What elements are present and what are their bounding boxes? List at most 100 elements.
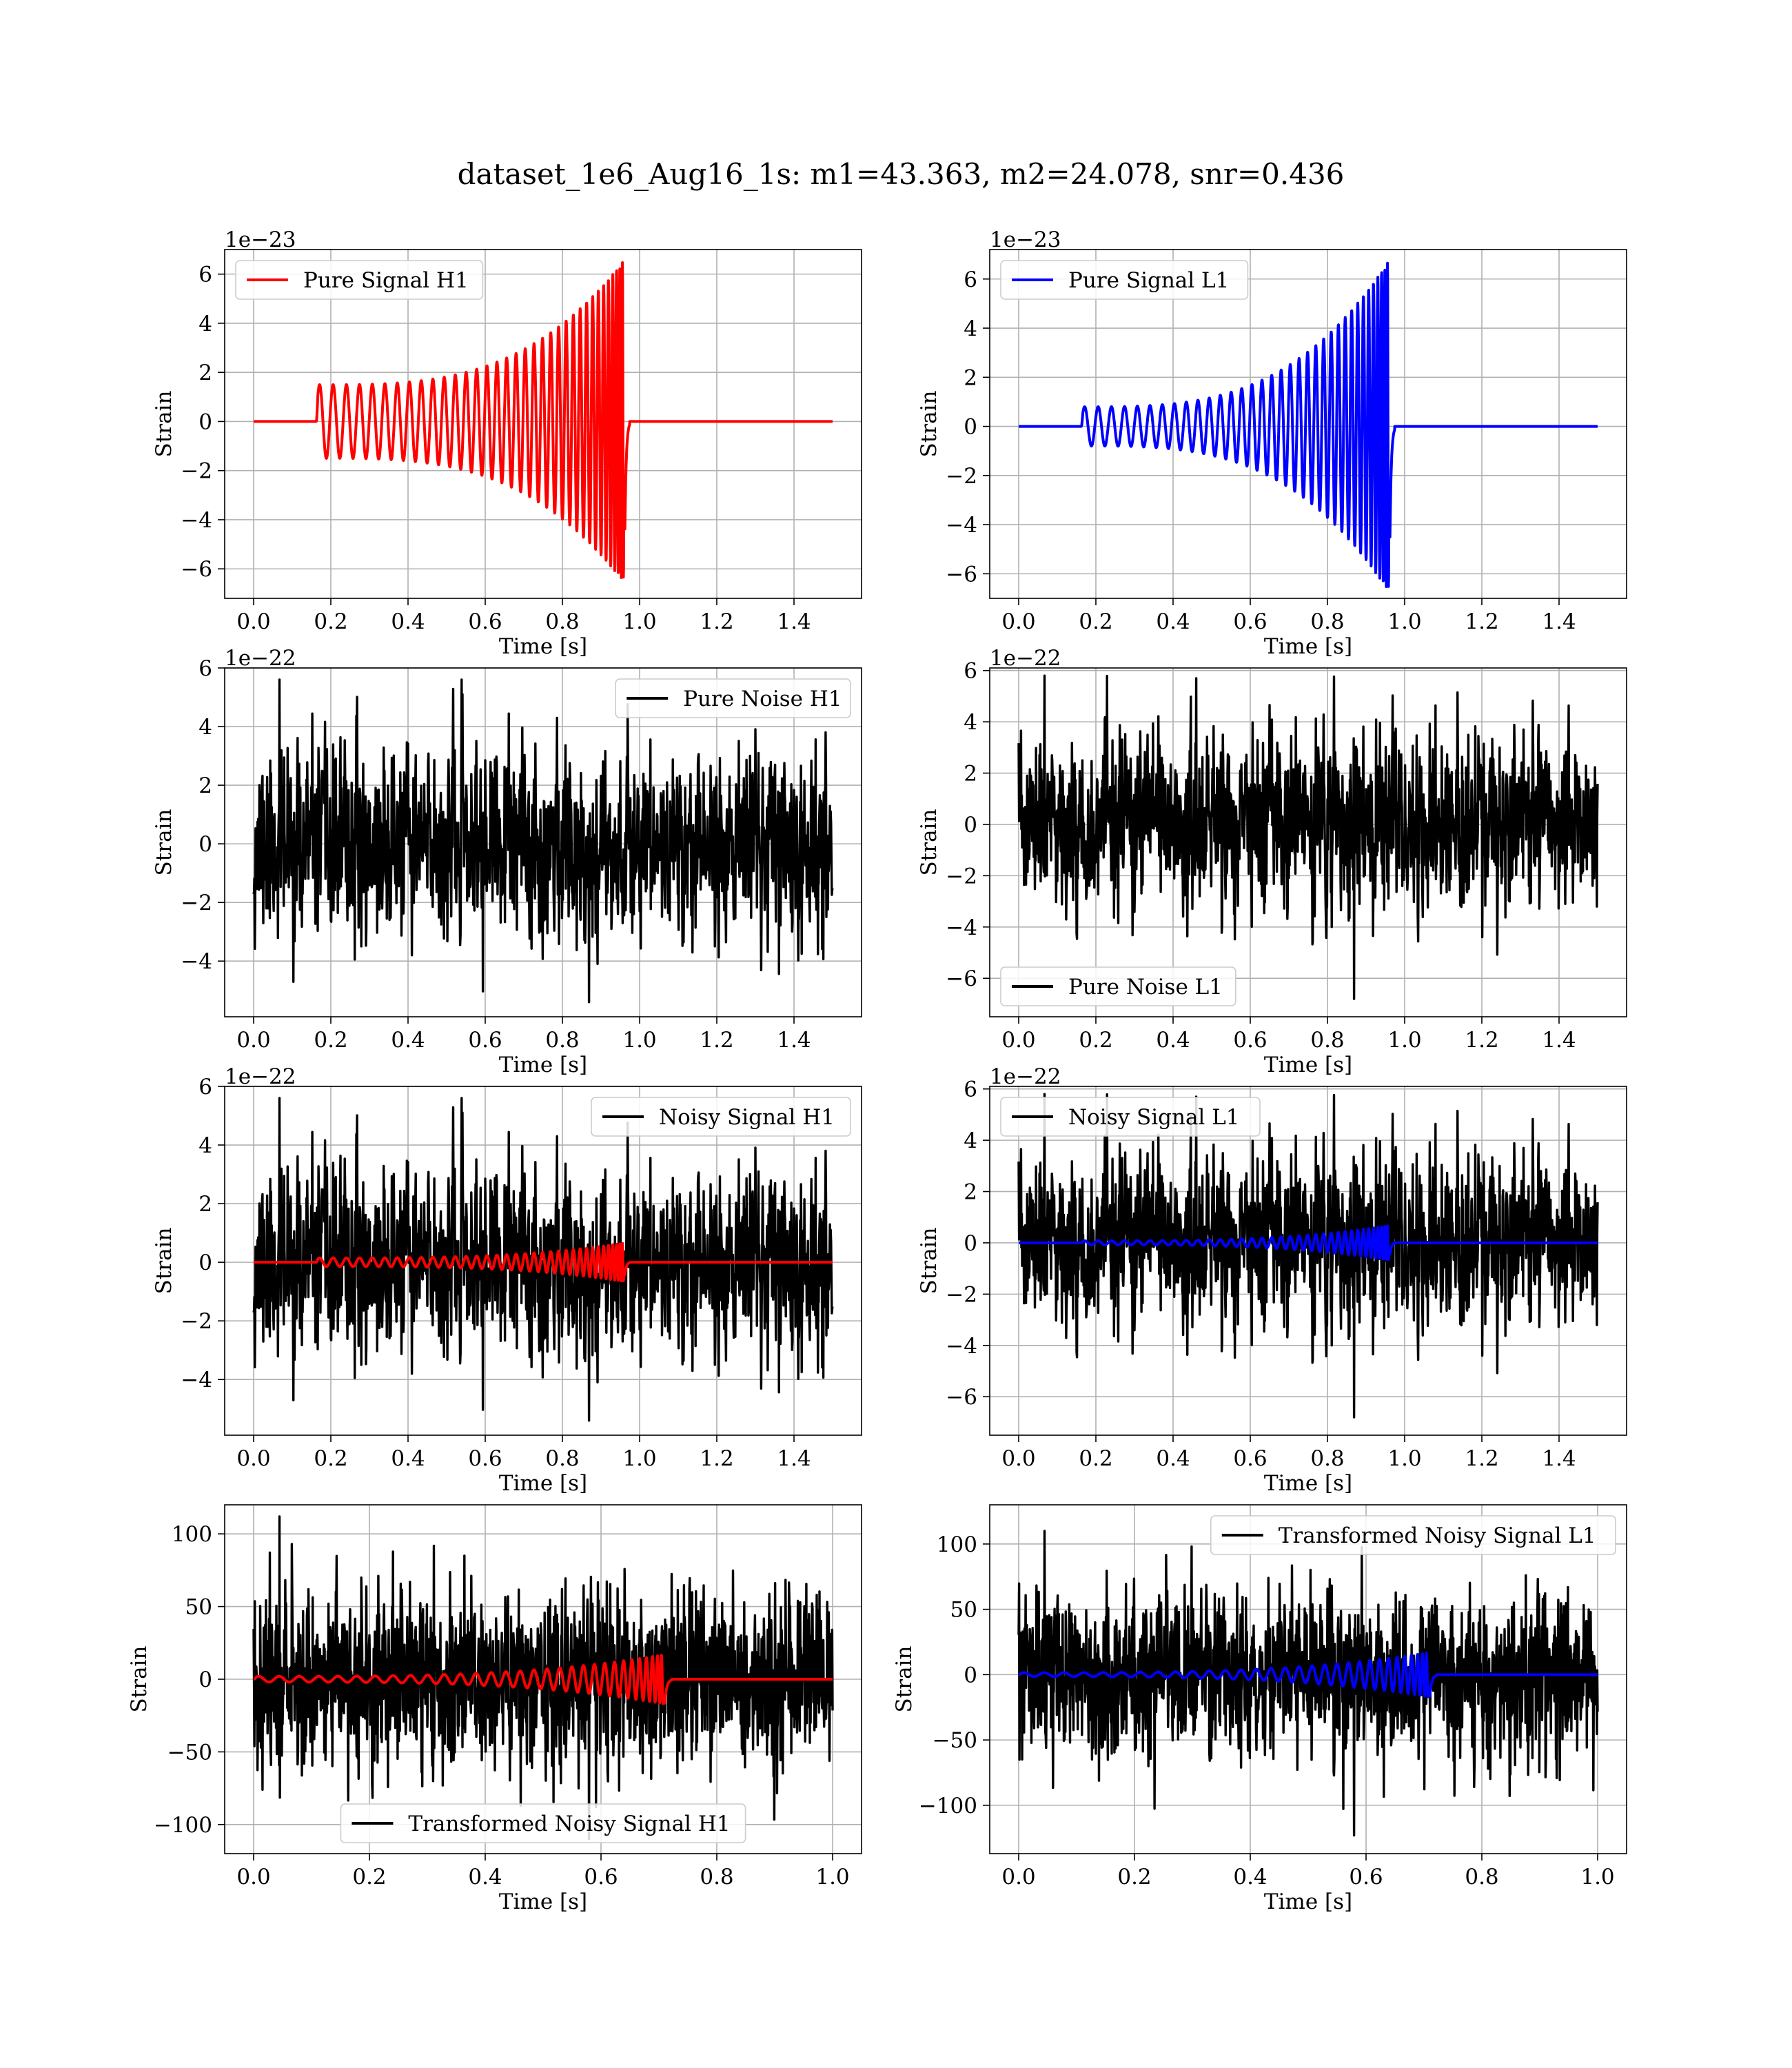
x-tick-label: 1.0 bbox=[1580, 1865, 1614, 1889]
y-tick-label: 6 bbox=[964, 1077, 977, 1102]
x-tick-label: 0.0 bbox=[1001, 609, 1035, 634]
x-tick-label: 0.4 bbox=[391, 1446, 425, 1471]
axes-frame bbox=[224, 1086, 862, 1436]
y-tick-label: −6 bbox=[181, 557, 212, 582]
y-tick-label: 2 bbox=[964, 762, 977, 787]
legend: Pure Signal L1 bbox=[1000, 260, 1249, 300]
series-line-pure-signal-l1 bbox=[1017, 261, 1599, 588]
axes-frame bbox=[989, 1504, 1627, 1854]
y-tick-label: 2 bbox=[198, 361, 212, 385]
offset-text: 1e−22 bbox=[990, 1064, 1061, 1089]
y-tick-label: 4 bbox=[198, 715, 212, 740]
y-tick-label: −4 bbox=[181, 949, 212, 974]
x-tick-label: 1.4 bbox=[1542, 1028, 1576, 1053]
series-line-overlay-1 bbox=[252, 1654, 834, 1705]
series-line-noisy-signal-h1 bbox=[252, 1097, 834, 1422]
legend-label: Pure Signal L1 bbox=[1068, 268, 1229, 293]
offset-text: 1e−23 bbox=[225, 227, 296, 252]
offset-text: 1e−22 bbox=[225, 1064, 296, 1089]
legend-box bbox=[340, 1803, 746, 1843]
y-tick-label: −4 bbox=[181, 508, 212, 533]
x-tick-label: 1.4 bbox=[1542, 609, 1576, 634]
y-tick-label: 6 bbox=[198, 656, 212, 681]
x-tick-label: 1.2 bbox=[700, 1446, 733, 1471]
legend-box bbox=[1210, 1515, 1616, 1555]
legend-label: Pure Noise L1 bbox=[1068, 975, 1223, 1000]
x-axis-label: Time [s] bbox=[1264, 1471, 1352, 1496]
y-tick-label: 4 bbox=[964, 710, 977, 735]
legend-label: Transformed Noisy Signal L1 bbox=[1279, 1523, 1596, 1548]
legend: Pure Noise H1 bbox=[615, 678, 851, 718]
offset-text: 1e−22 bbox=[990, 646, 1061, 671]
x-tick-label: 0.4 bbox=[1156, 609, 1190, 634]
x-tick-label: 1.4 bbox=[777, 1446, 811, 1471]
axes-frame bbox=[989, 1086, 1627, 1436]
y-tick-label: −2 bbox=[181, 459, 212, 484]
y-tick-label: 0 bbox=[198, 1667, 212, 1692]
y-axis-label: Strain bbox=[917, 391, 941, 458]
x-tick-label: 1.4 bbox=[1542, 1446, 1576, 1471]
x-tick-label: 1.0 bbox=[622, 609, 656, 634]
legend: Noisy Signal H1 bbox=[591, 1097, 851, 1137]
x-axis-label: Time [s] bbox=[1264, 634, 1352, 659]
y-tick-label: −100 bbox=[919, 1794, 977, 1818]
x-tick-label: 0.6 bbox=[1233, 1028, 1267, 1053]
y-tick-label: −4 bbox=[181, 1368, 212, 1392]
chart-transformed-noisy-signal-l1: 0.0 0.2 0.4 0.6 0.8 1.0 −100 −50 0 50 100 Time [s] S… bbox=[892, 1504, 1627, 1914]
x-tick-label: 0.6 bbox=[468, 1446, 502, 1471]
x-tick-label: 0.0 bbox=[236, 609, 270, 634]
x-axis-label: Time [s] bbox=[499, 1053, 587, 1077]
y-tick-label: 6 bbox=[964, 659, 977, 684]
y-tick-label: −2 bbox=[946, 1282, 977, 1307]
y-tick-label: 2 bbox=[964, 365, 977, 390]
x-tick-label: 1.0 bbox=[622, 1446, 656, 1471]
legend-box bbox=[1000, 1097, 1261, 1137]
x-tick-label: 0.8 bbox=[545, 1028, 579, 1053]
y-tick-label: −2 bbox=[181, 891, 212, 915]
x-tick-label: 1.0 bbox=[1387, 1028, 1421, 1053]
series-line-transformed-noisy-signal-l1 bbox=[1017, 1530, 1599, 1837]
y-tick-label: 2 bbox=[964, 1180, 977, 1205]
offset-text: 1e−22 bbox=[225, 646, 296, 671]
series-line-pure-noise-l1 bbox=[1017, 674, 1599, 1000]
series-line-pure-signal-h1 bbox=[252, 261, 834, 579]
y-tick-label: 100 bbox=[172, 1522, 212, 1547]
axes-frame bbox=[224, 249, 862, 599]
legend-label: Noisy Signal L1 bbox=[1068, 1105, 1240, 1130]
x-tick-label: 0.4 bbox=[391, 1028, 425, 1053]
chart-pure-signal-l1: 0.0 0.2 0.4 0.6 0.8 1.0 1.2 1.4 −6 −4 −2 0 2 4 6 Time [… bbox=[917, 227, 1627, 659]
y-tick-label: 50 bbox=[950, 1598, 977, 1623]
x-tick-label: 0.0 bbox=[236, 1028, 270, 1053]
y-tick-label: −6 bbox=[946, 562, 977, 587]
x-axis-label: Time [s] bbox=[499, 634, 587, 659]
legend: Noisy Signal L1 bbox=[1000, 1097, 1261, 1137]
figure-title: dataset_1e6_Aug16_1s: m1=43.363, m2=24.0… bbox=[457, 157, 1345, 191]
y-tick-label: −50 bbox=[933, 1728, 977, 1753]
x-tick-label: 0.4 bbox=[468, 1865, 502, 1889]
x-tick-label: 0.8 bbox=[1310, 1028, 1344, 1053]
x-tick-label: 0.8 bbox=[700, 1865, 733, 1889]
y-axis-label: Strain bbox=[152, 809, 176, 876]
x-tick-label: 1.2 bbox=[700, 609, 733, 634]
y-tick-label: 0 bbox=[964, 813, 977, 838]
y-axis-label: Strain bbox=[892, 1646, 917, 1713]
y-tick-label: 6 bbox=[198, 263, 212, 287]
legend-label: Pure Noise H1 bbox=[683, 687, 842, 711]
legend: Transformed Noisy Signal H1 bbox=[340, 1803, 746, 1843]
y-tick-label: 0 bbox=[964, 1663, 977, 1687]
series-line-overlay-1 bbox=[252, 1241, 834, 1283]
chart-pure-noise-h1: 0.0 0.2 0.4 0.6 0.8 1.0 1.2 1.4 −4 −2 0 2 4 6 Time [s]… bbox=[152, 646, 862, 1077]
x-tick-label: 0.8 bbox=[1310, 609, 1344, 634]
y-tick-label: −4 bbox=[946, 1334, 977, 1359]
y-tick-label: 0 bbox=[198, 409, 212, 434]
series-line-noisy-signal-l1 bbox=[1017, 1093, 1599, 1419]
x-tick-label: 1.4 bbox=[777, 609, 811, 634]
y-tick-label: 0 bbox=[198, 1250, 212, 1275]
y-tick-label: 4 bbox=[198, 312, 212, 336]
legend-box bbox=[1000, 966, 1236, 1006]
series-line-overlay-1 bbox=[1017, 1224, 1599, 1261]
x-tick-label: 0.6 bbox=[1233, 609, 1267, 634]
y-axis-label: Strain bbox=[917, 809, 941, 876]
x-tick-label: 0.6 bbox=[468, 609, 502, 634]
y-tick-label: 4 bbox=[198, 1133, 212, 1158]
